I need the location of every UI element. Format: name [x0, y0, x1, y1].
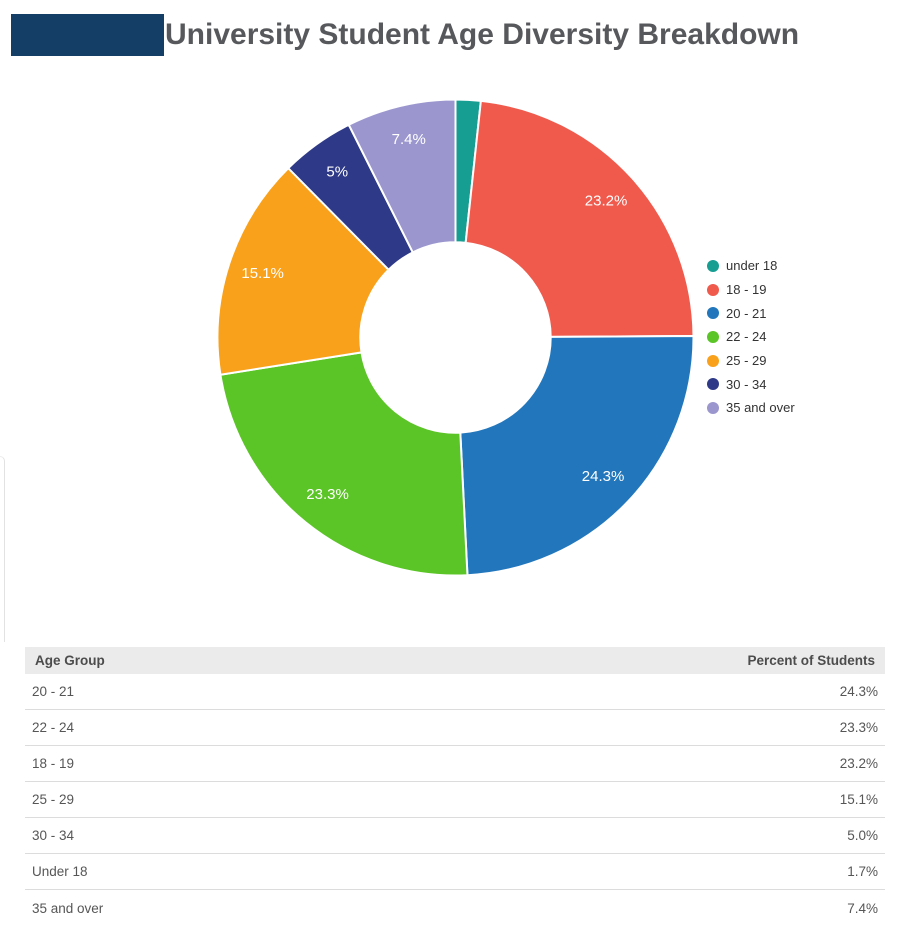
table-header-percent: Percent of Students: [747, 653, 875, 668]
legend-label: 20 - 21: [726, 305, 767, 321]
page-title: University Student Age Diversity Breakdo…: [165, 18, 800, 51]
chart-legend: under 18 18 - 19 20 - 21 22 - 24 25 - 29 30 -…: [707, 254, 795, 420]
legend-dot: [707, 259, 719, 272]
pie-slice-25-29[interactable]: [216, 166, 391, 376]
table-row: 18 - 19 23.2%: [25, 746, 885, 782]
table-header-row: Age Group Percent of Students: [25, 647, 885, 674]
panel-edge: [0, 456, 5, 642]
legend-dot: [707, 283, 719, 296]
table-row: 25 - 29 15.1%: [25, 782, 885, 818]
logo-block: [11, 14, 164, 56]
age-group-cell: 20 - 21: [32, 684, 75, 699]
legend-dot: [707, 378, 719, 391]
legend-item-35-and-over[interactable]: 35 and over: [707, 396, 795, 420]
table-row: 35 and over 7.4%: [25, 890, 885, 926]
table-body: 20 - 21 24.3% 22 - 24 23.3% 18 - 19 23.2% 25 -…: [25, 674, 885, 926]
percent-cell: 5.0%: [847, 828, 878, 843]
percent-cell: 23.2%: [839, 756, 878, 771]
pie-slice-22-24[interactable]: [219, 351, 469, 577]
legend-dot: [707, 401, 719, 414]
percent-cell: 7.4%: [847, 900, 878, 916]
percent-cell: 1.7%: [847, 864, 878, 879]
percent-cell: 24.3%: [839, 684, 878, 699]
pie-slice-35-and-over[interactable]: [347, 98, 457, 254]
legend-label: under 18: [726, 258, 778, 274]
age-table: Age Group Percent of Students 20 - 21 24.…: [25, 647, 885, 926]
legend-dot: [707, 330, 719, 343]
legend-dot: [707, 307, 719, 320]
legend-item-under-18[interactable]: under 18: [707, 254, 795, 278]
table-header-age-group: Age Group: [35, 653, 105, 668]
age-group-cell: Under 18: [32, 864, 88, 879]
percent-cell: 15.1%: [839, 792, 878, 807]
legend-item-18-19[interactable]: 18 - 19: [707, 278, 795, 302]
legend-label: 30 - 34: [726, 376, 767, 392]
legend-item-30-34[interactable]: 30 - 34: [707, 372, 795, 396]
legend-label: 18 - 19: [726, 282, 767, 298]
table-row: Under 18 1.7%: [25, 854, 885, 890]
legend-label: 22 - 24: [726, 329, 767, 345]
legend-dot: [707, 354, 719, 367]
legend-item-25-29[interactable]: 25 - 29: [707, 349, 795, 373]
table-row: 22 - 24 23.3%: [25, 710, 885, 746]
legend-item-20-21[interactable]: 20 - 21: [707, 301, 795, 325]
percent-cell: 23.3%: [839, 720, 878, 735]
pie-slice-20-21[interactable]: [459, 334, 695, 577]
age-group-cell: 35 and over: [32, 900, 104, 916]
legend-label: 25 - 29: [726, 353, 767, 369]
legend-label: 35 and over: [726, 400, 795, 416]
legend-item-22-24[interactable]: 22 - 24: [707, 325, 795, 349]
pie-slice-18-19[interactable]: [464, 99, 695, 338]
age-group-cell: 30 - 34: [32, 828, 75, 843]
table-row: 30 - 34 5.0%: [25, 818, 885, 854]
age-group-cell: 22 - 24: [32, 720, 75, 735]
table-row: 20 - 21 24.3%: [25, 674, 885, 710]
age-group-cell: 25 - 29: [32, 792, 75, 807]
age-group-cell: 18 - 19: [32, 756, 75, 771]
